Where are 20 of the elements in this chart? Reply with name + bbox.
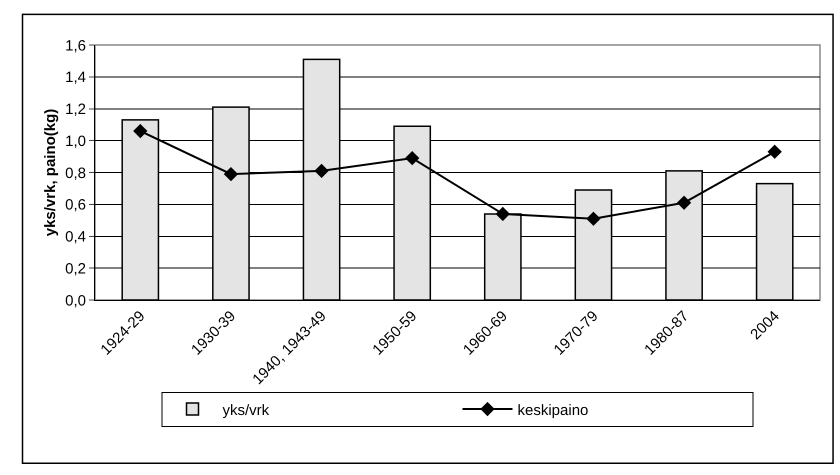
y-tick-label: 0,4 (65, 228, 86, 246)
point (676, 196, 692, 210)
y-tick-label: 1,2 (65, 101, 86, 118)
point (496, 206, 510, 222)
y-tick-label: 1,0 (65, 132, 86, 150)
point (586, 212, 601, 226)
point (768, 144, 782, 159)
y-tick-label: 0,6 (65, 196, 86, 214)
y-tick-label: 1,6 (65, 37, 86, 54)
y-tick-label: 0,0 (65, 292, 86, 310)
legend-label: keskipaino (518, 402, 588, 419)
point (133, 124, 148, 138)
y-tick-label: 0,2 (65, 260, 86, 278)
point (314, 164, 329, 178)
y-tick-label: 0,8 (65, 164, 86, 182)
y-axis-title: yks/vrk, paino(kg) (42, 108, 59, 236)
point (224, 166, 238, 182)
legend-label: yks/vrk (222, 402, 270, 419)
point (405, 151, 420, 166)
y-tick-label: 1,4 (65, 69, 86, 86)
